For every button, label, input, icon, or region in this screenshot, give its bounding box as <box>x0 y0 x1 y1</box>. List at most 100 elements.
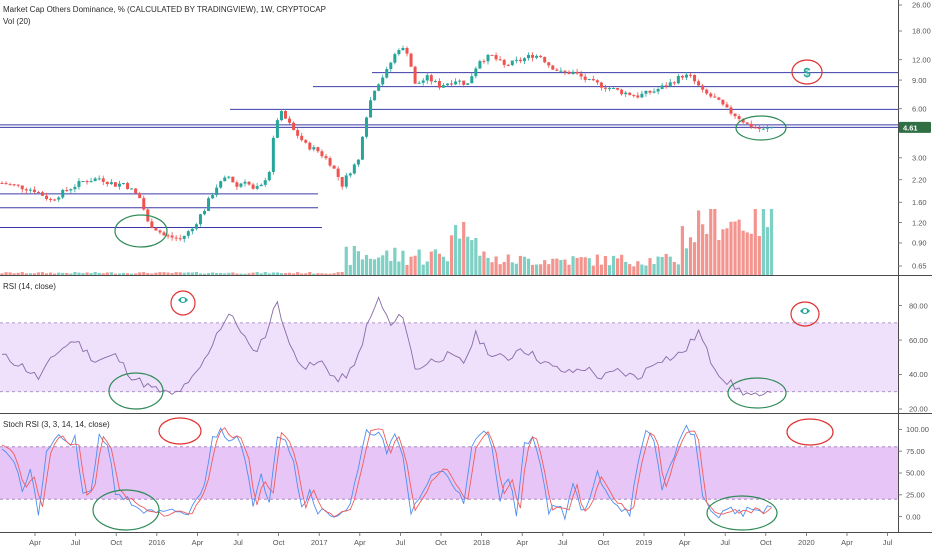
horizontal-levels <box>0 72 898 229</box>
volume-bar <box>69 273 73 275</box>
candle-body <box>620 89 624 95</box>
candle-body <box>12 184 16 186</box>
volume-bar <box>441 256 446 275</box>
candle-body <box>332 165 336 169</box>
volume-bar <box>616 258 620 275</box>
ellipse-red-stoch-2016[interactable] <box>158 417 202 445</box>
volume-bar <box>397 261 401 275</box>
volume-bar <box>243 273 247 275</box>
candle-body <box>753 127 757 129</box>
candle-body <box>219 181 223 188</box>
rsi-tick-label: 40.00 <box>909 370 928 379</box>
candle-body <box>612 87 616 89</box>
rsi-tick-label: 60.00 <box>909 336 928 345</box>
candle-body <box>69 189 73 191</box>
candle-body <box>709 93 713 97</box>
volume-bar <box>620 254 624 275</box>
ellipse-red-rsi-2016[interactable] <box>170 290 196 316</box>
ellipse-green-2019-low[interactable] <box>735 115 787 141</box>
candle-body <box>765 127 769 129</box>
ellipse-green-rsi-2019[interactable] <box>727 377 787 409</box>
candle-body <box>45 195 49 199</box>
volume-bar <box>283 273 288 275</box>
time-tick-label: 2018 <box>473 538 490 547</box>
candle-body <box>721 99 725 105</box>
volume-bar <box>697 210 701 275</box>
ellipse-green-stoch-2015[interactable] <box>92 489 160 531</box>
volume-bar <box>648 258 652 275</box>
volume-bar <box>93 272 97 275</box>
candle-body <box>518 59 522 62</box>
candle-body <box>381 77 385 85</box>
time-tick-label: Jul <box>233 538 243 547</box>
volume-bar <box>445 261 450 275</box>
rsi-tick-label: 80.00 <box>909 301 928 310</box>
candle-body <box>340 176 344 187</box>
candle-body <box>656 89 660 92</box>
last-value-badge <box>899 121 931 133</box>
candle-body <box>211 195 215 199</box>
volume-bar <box>393 247 397 275</box>
candle-body <box>61 189 65 198</box>
candle-body <box>365 117 368 137</box>
candle-body <box>429 75 433 82</box>
ellipse-green-rsi-2015[interactable] <box>108 372 164 410</box>
volume-bar <box>158 272 162 275</box>
price-tick-label: 0.65 <box>912 262 927 271</box>
candle-body <box>741 119 745 123</box>
candle-body <box>697 81 701 86</box>
volume-bar <box>433 249 437 275</box>
candle-body <box>672 82 676 84</box>
candle-body <box>296 130 300 136</box>
ellipse-green-2015-low[interactable] <box>114 214 168 248</box>
candle-body <box>571 71 575 75</box>
ellipse-red-dollar[interactable] <box>791 59 823 85</box>
time-tick-label: Apr <box>354 538 366 547</box>
volume-bar <box>688 237 693 275</box>
candle-body <box>170 235 174 238</box>
price-tick-label: 1.60 <box>912 198 927 207</box>
time-axis: Apr Jul Oct 2016 Apr Jul Oct 2017 Apr Jul Oct 2018 A… <box>29 532 893 547</box>
candle-body <box>514 59 518 61</box>
ellipse-red-stoch-right[interactable] <box>786 418 834 446</box>
candle-body <box>198 214 202 225</box>
volume-bar <box>320 273 324 275</box>
ellipse-green-stoch-2019[interactable] <box>706 495 778 531</box>
candle-body <box>648 90 652 93</box>
candle-body <box>462 80 466 85</box>
volume-bar <box>186 272 190 275</box>
volume-bar <box>239 273 243 275</box>
candle-body <box>527 54 530 59</box>
price-tick-label: 6.00 <box>912 104 927 113</box>
volume-bar <box>251 272 255 275</box>
volume-bar <box>4 272 8 275</box>
volume-bar <box>263 272 267 275</box>
candle-body <box>89 181 93 183</box>
candle-body <box>279 111 283 121</box>
stoch-tick-label: 100.00 <box>906 425 929 434</box>
volume-bar <box>332 273 336 275</box>
eye-pupil-rsi-2016 <box>181 298 185 302</box>
volume-bar <box>705 233 709 275</box>
candle-body <box>555 69 559 71</box>
stoch-tick-label: 0.00 <box>906 512 921 521</box>
candle-body <box>421 80 425 83</box>
volume-bar <box>474 238 478 275</box>
volume-bar <box>36 272 41 275</box>
candle-body <box>105 181 109 185</box>
volume-bar <box>563 259 567 275</box>
candle-body <box>450 83 454 85</box>
candle-body <box>77 181 81 187</box>
candle-body <box>352 164 356 174</box>
candle-body <box>109 182 113 185</box>
candle-body <box>454 81 458 85</box>
volume-bar <box>526 258 531 275</box>
volume-bar <box>308 272 312 275</box>
candle-body <box>348 173 352 176</box>
candle-body <box>640 93 644 98</box>
volume-bar <box>24 273 28 275</box>
candle-body <box>263 180 267 185</box>
ellipse-red-rsi-right[interactable] <box>790 301 820 327</box>
volume-bar <box>709 209 713 275</box>
volume-bar <box>182 272 186 275</box>
